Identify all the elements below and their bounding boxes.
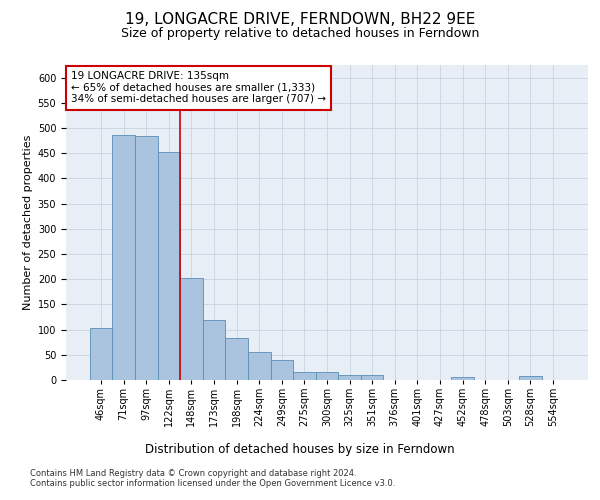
Text: 19 LONGACRE DRIVE: 135sqm
← 65% of detached houses are smaller (1,333)
34% of se: 19 LONGACRE DRIVE: 135sqm ← 65% of detac… xyxy=(71,72,326,104)
Bar xyxy=(158,152,180,380)
Text: Distribution of detached houses by size in Ferndown: Distribution of detached houses by size … xyxy=(145,442,455,456)
Bar xyxy=(248,352,271,380)
Bar xyxy=(226,338,248,380)
Y-axis label: Number of detached properties: Number of detached properties xyxy=(23,135,34,310)
Bar xyxy=(180,278,203,380)
Text: Contains public sector information licensed under the Open Government Licence v3: Contains public sector information licen… xyxy=(30,478,395,488)
Bar xyxy=(338,375,361,380)
Bar xyxy=(316,372,338,380)
Bar xyxy=(112,134,135,380)
Bar xyxy=(361,375,383,380)
Text: Size of property relative to detached houses in Ferndown: Size of property relative to detached ho… xyxy=(121,28,479,40)
Bar xyxy=(519,376,542,380)
Bar xyxy=(293,372,316,380)
Bar xyxy=(90,328,112,380)
Bar xyxy=(271,360,293,380)
Bar xyxy=(135,136,158,380)
Text: Contains HM Land Registry data © Crown copyright and database right 2024.: Contains HM Land Registry data © Crown c… xyxy=(30,469,356,478)
Bar xyxy=(203,320,226,380)
Text: 19, LONGACRE DRIVE, FERNDOWN, BH22 9EE: 19, LONGACRE DRIVE, FERNDOWN, BH22 9EE xyxy=(125,12,475,28)
Bar xyxy=(451,378,474,380)
